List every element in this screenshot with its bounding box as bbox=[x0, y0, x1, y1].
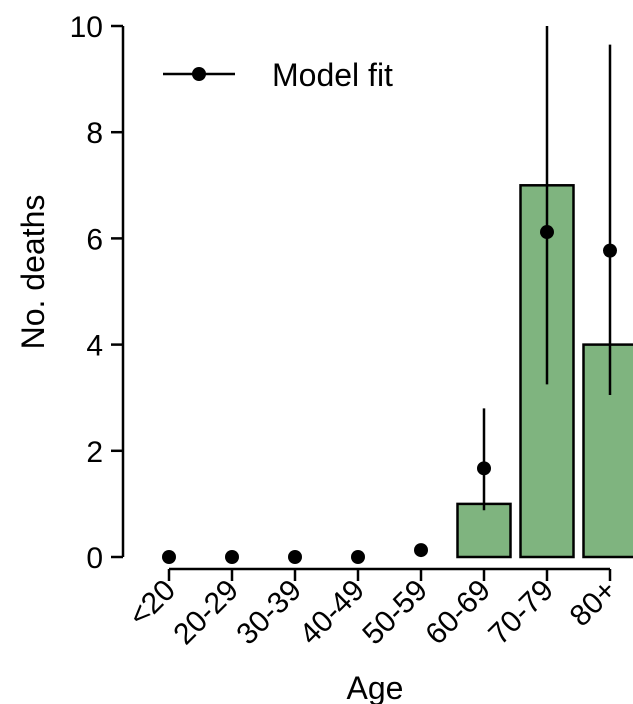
error-bars-group bbox=[482, 26, 612, 511]
y-tick-label: 2 bbox=[86, 436, 103, 469]
y-tick-label: 10 bbox=[70, 11, 103, 44]
y-tick-label: 6 bbox=[86, 223, 103, 256]
x-axis-title: Age bbox=[347, 670, 404, 704]
model-fit-points-group bbox=[162, 225, 617, 564]
x-tick-label: 40-49 bbox=[293, 574, 371, 652]
x-tick-label: 70-79 bbox=[482, 574, 560, 652]
model-fit-point bbox=[540, 225, 554, 240]
model-fit-point bbox=[351, 550, 365, 564]
y-tick-label: 4 bbox=[86, 330, 103, 363]
model-fit-point bbox=[414, 543, 428, 558]
x-tick-label: 80+ bbox=[564, 574, 623, 633]
y-tick-label: 0 bbox=[86, 542, 103, 575]
model-fit-point bbox=[225, 550, 239, 564]
x-tick-label: 20-29 bbox=[167, 574, 245, 652]
x-tick-label: 30-39 bbox=[230, 574, 308, 652]
bar bbox=[582, 343, 633, 559]
x-tick-label: 50-59 bbox=[356, 574, 434, 652]
y-axis: 0 2 4 6 8 10 bbox=[70, 11, 125, 575]
y-tick-label: 8 bbox=[86, 117, 103, 150]
y-axis-title: No. deaths bbox=[15, 195, 51, 350]
legend-point-icon bbox=[192, 67, 206, 81]
x-tick-label: 60-69 bbox=[419, 574, 497, 652]
legend: Model fit bbox=[163, 57, 393, 93]
model-fit-point bbox=[477, 461, 491, 476]
legend-label: Model fit bbox=[272, 57, 393, 93]
model-fit-point bbox=[162, 550, 176, 564]
model-fit-point bbox=[288, 550, 302, 564]
model-fit-point bbox=[603, 243, 617, 258]
bar bbox=[456, 502, 512, 559]
